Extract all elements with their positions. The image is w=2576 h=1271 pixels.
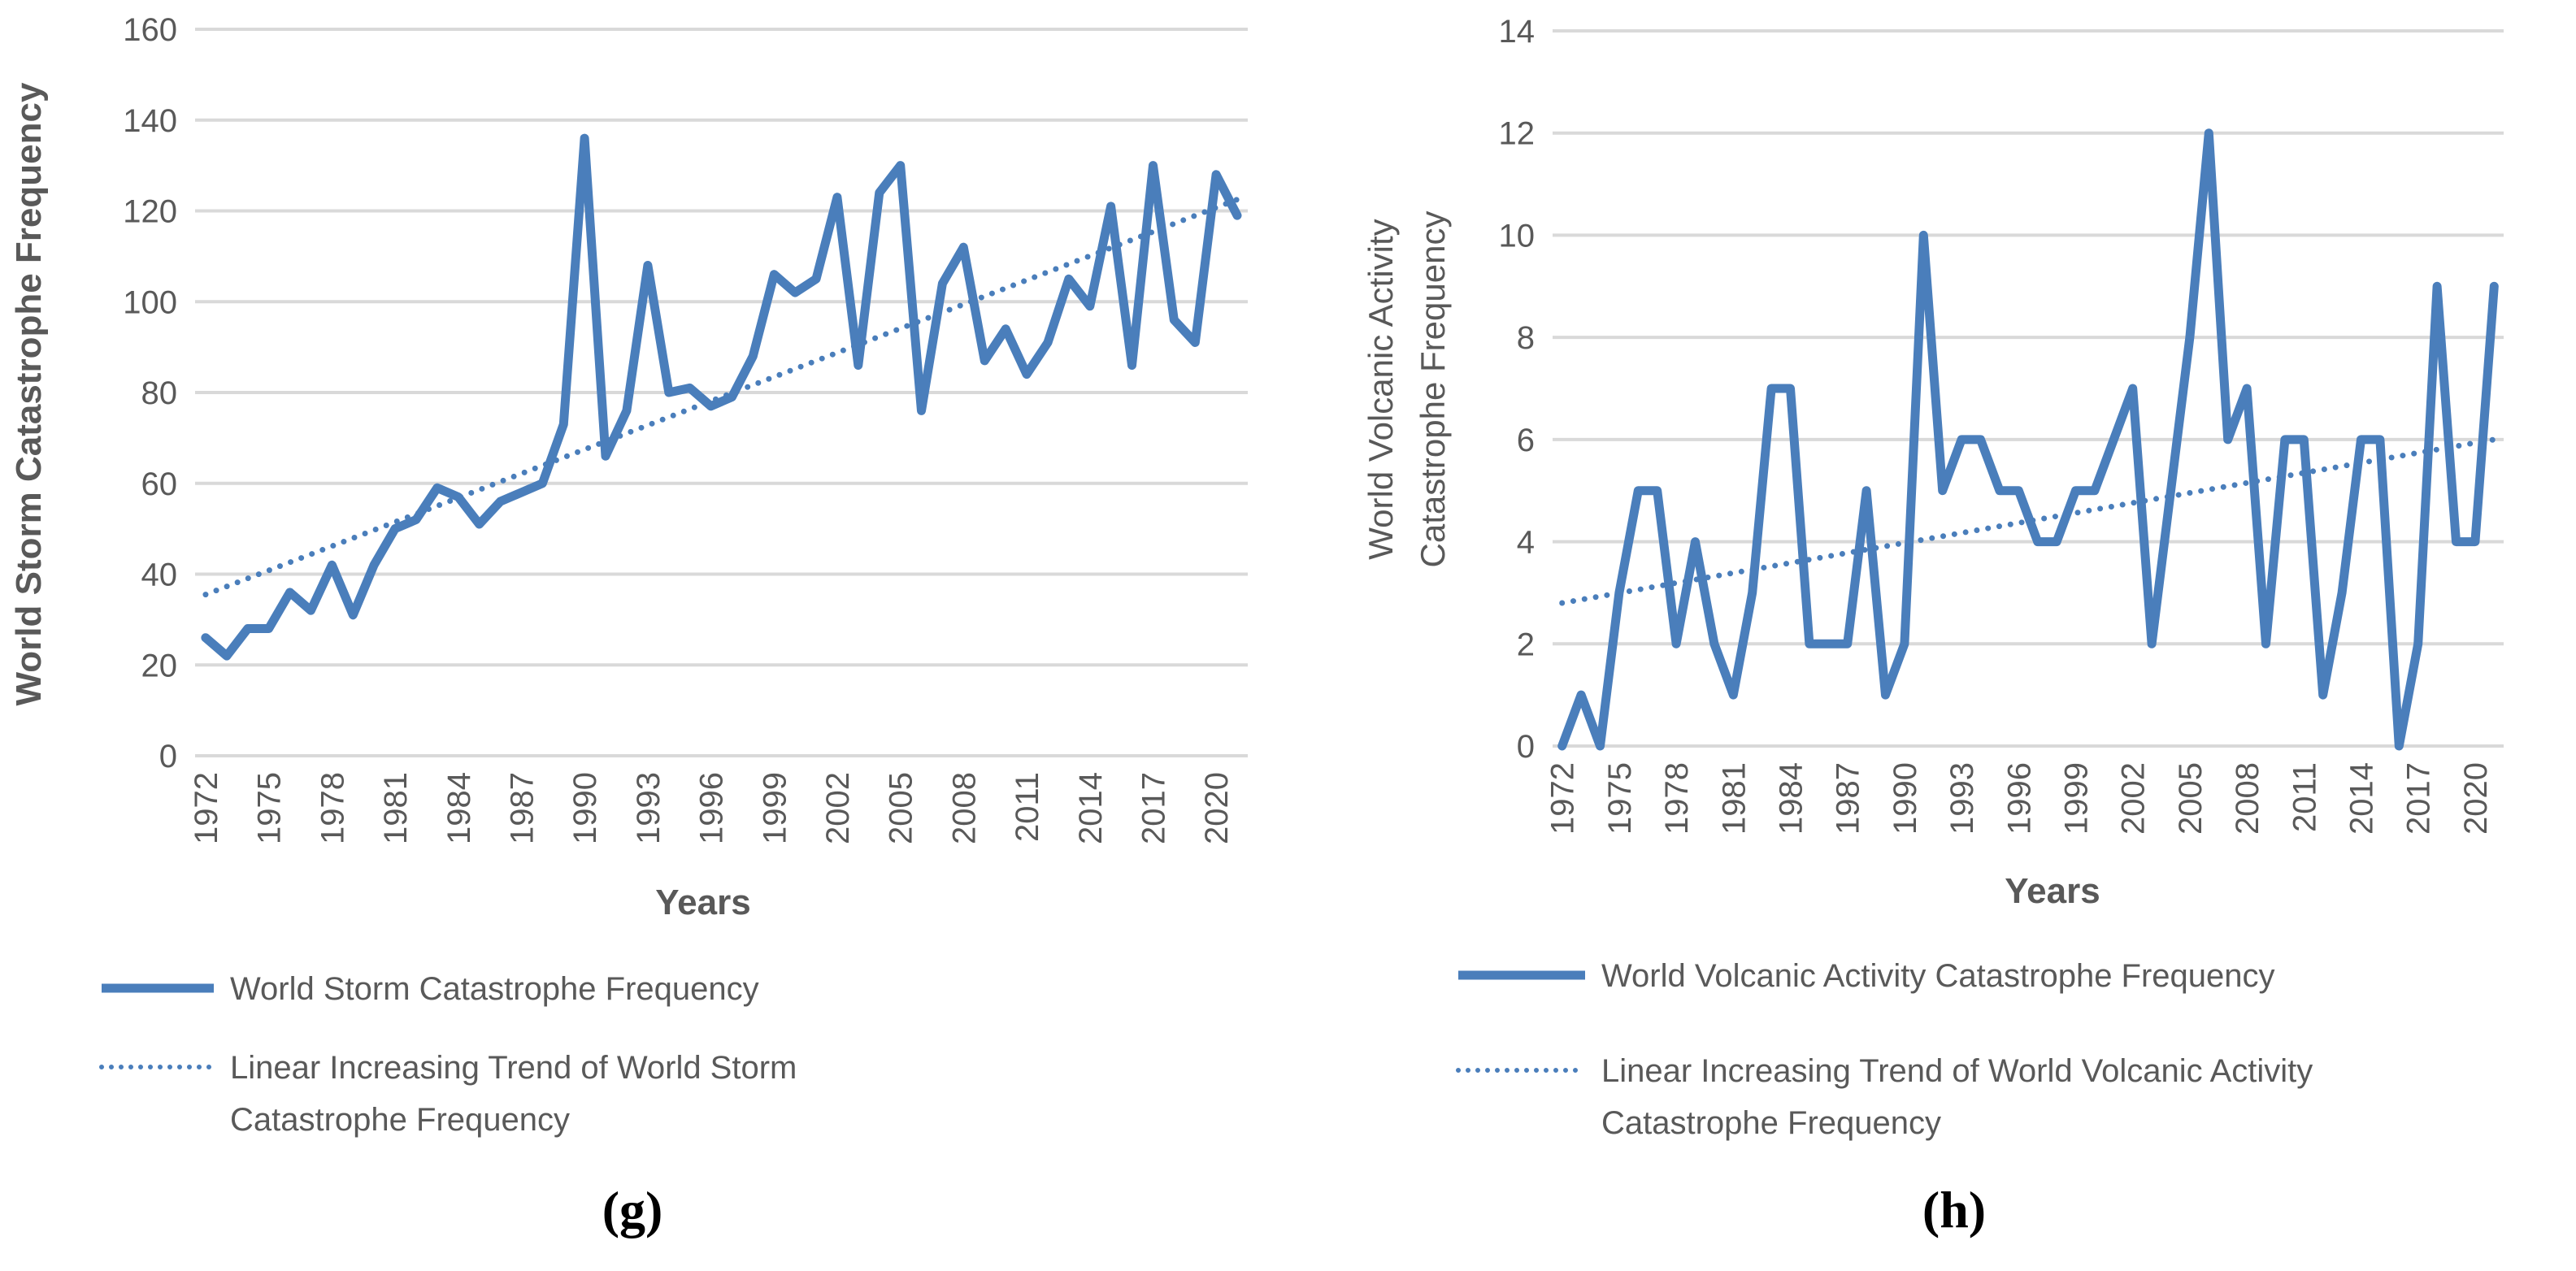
x-tick-label: 2005 bbox=[2173, 762, 2209, 835]
x-tick-label: 2020 bbox=[2458, 762, 2494, 835]
y-axis-title: World Storm Catastrophe Frequency bbox=[9, 82, 49, 705]
x-axis-title: Years bbox=[655, 883, 750, 922]
x-tick-label: 2017 bbox=[2401, 762, 2437, 835]
storm-chart: 0 20 40 60 80 100 120 140 160 1972 1975 1978 1981 198… bbox=[9, 12, 1248, 1238]
y-axis-title: World Volcanic Activity bbox=[1362, 219, 1400, 559]
y-axis-title: Catastrophe Frequency bbox=[1414, 211, 1452, 568]
x-tick-label: 2008 bbox=[946, 772, 982, 844]
x-tick-label: 1993 bbox=[1944, 762, 1980, 835]
legend-label: Catastrophe Frequency bbox=[230, 1102, 570, 1138]
x-tick-label: 1978 bbox=[315, 772, 350, 844]
y-tick-label: 160 bbox=[123, 12, 177, 48]
data-line bbox=[201, 133, 1242, 661]
y-tick-label: 60 bbox=[141, 466, 178, 502]
x-tick-label: 1999 bbox=[757, 772, 793, 844]
x-tick-label: 1978 bbox=[1659, 762, 1695, 835]
y-tick-label: 4 bbox=[1517, 525, 1535, 561]
legend-label: Linear Increasing Trend of World Volcani… bbox=[1601, 1053, 2313, 1089]
x-tick-label: 1996 bbox=[694, 772, 730, 844]
trend-line bbox=[202, 197, 1240, 598]
y-tick-label: 80 bbox=[141, 375, 178, 411]
y-tick-label: 120 bbox=[123, 194, 177, 230]
y-tick-label: 2 bbox=[1517, 627, 1535, 662]
x-tick-label: 2014 bbox=[2344, 762, 2380, 835]
x-tick-label: 2002 bbox=[820, 772, 856, 844]
x-tick-label: 1993 bbox=[631, 772, 667, 844]
y-tick-label: 10 bbox=[1499, 218, 1536, 254]
y-tick-label: 8 bbox=[1517, 320, 1535, 356]
y-tick-label: 6 bbox=[1517, 423, 1535, 458]
y-tick-label: 14 bbox=[1499, 14, 1536, 50]
legend-label: World Volcanic Activity Catastrophe Freq… bbox=[1601, 958, 2275, 994]
y-tick-label: 20 bbox=[141, 648, 178, 683]
x-tick-label: 2005 bbox=[884, 772, 919, 844]
y-tick-label: 12 bbox=[1499, 116, 1536, 152]
y-tick-label: 40 bbox=[141, 557, 178, 593]
x-tick-label: 1981 bbox=[1716, 762, 1752, 835]
x-tick-label: 2002 bbox=[2116, 762, 2152, 835]
x-tick-label: 1987 bbox=[504, 772, 540, 844]
y-tick-label: 0 bbox=[159, 739, 177, 774]
x-tick-label: 1990 bbox=[1887, 762, 1923, 835]
y-tick-label: 140 bbox=[123, 103, 177, 139]
legend-label: Linear Increasing Trend of World Storm bbox=[230, 1050, 797, 1086]
x-axis-title: Years bbox=[2005, 871, 2100, 911]
y-tick-label: 100 bbox=[123, 284, 177, 320]
x-tick-label: 2011 bbox=[1010, 772, 1045, 842]
data-line bbox=[1557, 128, 2499, 751]
x-tick-label: 1990 bbox=[567, 772, 603, 844]
x-tick-label: 1996 bbox=[2001, 762, 2037, 835]
x-tick-label: 2011 bbox=[2287, 762, 2322, 832]
x-tick-label: 2008 bbox=[2230, 762, 2265, 835]
x-tick-label: 1972 bbox=[1545, 762, 1581, 835]
x-tick-label: 2020 bbox=[1199, 772, 1235, 844]
x-tick-label: 2017 bbox=[1136, 772, 1171, 844]
x-tick-label: 1975 bbox=[252, 772, 288, 844]
x-tick-label: 1975 bbox=[1602, 762, 1638, 835]
trend-line bbox=[1559, 436, 2497, 606]
y-tick-label: 0 bbox=[1517, 729, 1535, 765]
x-tick-label: 2014 bbox=[1073, 772, 1109, 844]
panel-label: (h) bbox=[1922, 1181, 1986, 1238]
legend-label: Catastrophe Frequency bbox=[1601, 1105, 1941, 1141]
x-tick-label: 1984 bbox=[441, 772, 477, 844]
x-tick-label: 1972 bbox=[189, 772, 224, 844]
volcanic-chart: 0 2 4 6 8 10 12 14 1972 1975 1978 1981 1984 1987 1990 1… bbox=[1362, 14, 2504, 1238]
legend-label: World Storm Catastrophe Frequency bbox=[230, 971, 759, 1007]
x-tick-label: 1999 bbox=[2059, 762, 2095, 835]
panel-label: (g) bbox=[602, 1181, 663, 1238]
x-tick-label: 1984 bbox=[1774, 762, 1809, 835]
x-tick-label: 1981 bbox=[378, 772, 414, 844]
x-tick-label: 1987 bbox=[1831, 762, 1866, 835]
